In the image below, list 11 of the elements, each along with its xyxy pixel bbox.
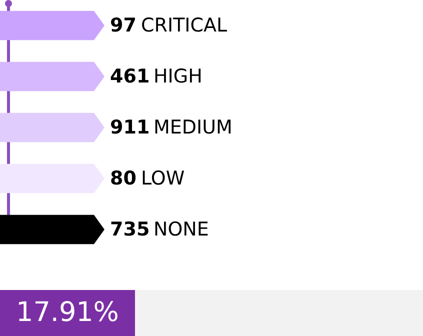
data-label: 97	[110, 14, 136, 36]
data-label: 911	[110, 116, 150, 138]
category-label: NONE	[154, 218, 209, 240]
category-label: MEDIUM	[154, 116, 232, 138]
category-label: HIGH	[154, 66, 202, 88]
category-label: CRITICAL	[141, 14, 228, 36]
category-label: LOW	[141, 168, 185, 190]
data-label: 735	[110, 218, 150, 240]
data-label: 80	[110, 168, 136, 190]
text: 17.91%	[0, 290, 135, 336]
data-label: 461	[110, 66, 150, 88]
